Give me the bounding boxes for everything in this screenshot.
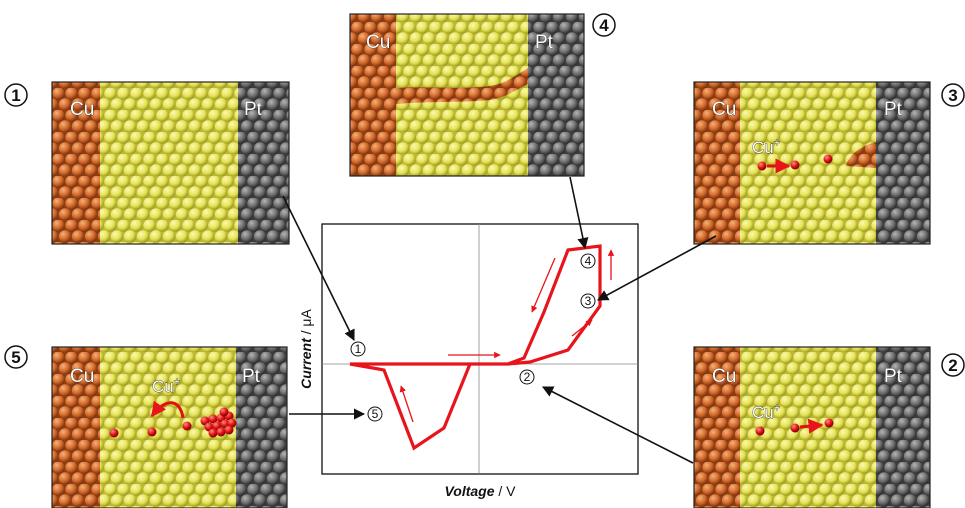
marker-1-text: 1 [355, 342, 362, 356]
cu-ion [790, 423, 800, 433]
marker-3-text: 3 [585, 294, 592, 308]
iv-plot: 1 2 3 4 5 Voltage / V Current / μA [298, 223, 639, 499]
cu-ion-label: Cu+ [152, 376, 180, 396]
platinum-electrode [528, 14, 584, 176]
panel-frame [693, 81, 931, 245]
cu-ion [790, 160, 800, 170]
cu-ion [823, 154, 833, 164]
marker-5-text: 5 [372, 407, 379, 421]
cu-ion-label: Cu+ [752, 402, 780, 422]
marker-2: 2 [519, 369, 535, 385]
connector-arrows [282, 176, 717, 464]
copper-electrode [694, 347, 740, 508]
cu-label: Cu [70, 366, 94, 387]
cu-ion [757, 161, 767, 171]
hysteresis-curve [349, 244, 602, 451]
badge-1: 1 [4, 83, 28, 107]
arrow-panel3-to-plot [597, 235, 717, 301]
panel-frame [51, 81, 290, 245]
badge-5-text: 5 [11, 348, 20, 367]
panel-4: Cu Pt [349, 13, 585, 177]
pt-label: Pt [244, 99, 263, 120]
cu-label: Cu [712, 99, 736, 120]
arrow-panel2-to-plot [542, 386, 694, 464]
pt-label: Pt [242, 366, 261, 387]
cu-ion [109, 428, 119, 438]
badge-3-text: 3 [948, 86, 957, 105]
pt-label: Pt [884, 366, 903, 387]
direction-arrow [399, 385, 414, 423]
cu-ion [755, 426, 765, 436]
badge-1-text: 1 [11, 86, 20, 105]
cu-ion [147, 427, 157, 437]
badge-3: 3 [941, 83, 965, 107]
arrow-panel4-to-plot [569, 176, 589, 250]
platinum-electrode [876, 347, 930, 508]
panel-2: Cu+ Cu Pt [693, 346, 931, 508]
platinum-electrode [236, 347, 287, 508]
marker-4: 4 [580, 253, 596, 269]
panel-frame [349, 13, 585, 177]
ion-drift-arrow [799, 418, 824, 434]
platinum-electrode [238, 82, 289, 244]
panel-5: Cu+ Cu Pt [51, 346, 288, 508]
arrow-panel1-to-plot [282, 195, 355, 342]
cu-ion-label: Cu+ [752, 137, 780, 157]
dissolving-cu-cluster [200, 407, 237, 438]
copper-electrode [350, 14, 396, 176]
direction-arrow [571, 319, 593, 337]
y-axis-title: Current / μA [298, 309, 314, 389]
badge-4: 4 [592, 13, 616, 37]
panel-frame [51, 346, 288, 508]
marker-1: 1 [350, 341, 366, 357]
electrolyte-region [100, 82, 238, 244]
cu-label: Cu [712, 366, 736, 387]
cu-ion [824, 418, 834, 428]
copper-electrode [52, 347, 100, 508]
panel-frame [693, 346, 931, 508]
panel-3: Cu+ Cu Pt [693, 81, 931, 245]
cu-ion [182, 421, 192, 431]
platinum-electrode [876, 82, 930, 244]
badge-2: 2 [941, 353, 965, 377]
marker-3: 3 [580, 293, 596, 309]
ion-return-arrow [150, 400, 185, 419]
pt-label: Pt [884, 99, 903, 120]
x-axis-title: Voltage / V [444, 483, 516, 499]
copper-filament [846, 142, 876, 168]
marker-2-text: 2 [524, 370, 531, 384]
badge-5: 5 [4, 345, 28, 369]
cu-label: Cu [70, 99, 94, 120]
marker-4-text: 4 [585, 254, 592, 268]
copper-electrode [52, 82, 100, 244]
cu-label: Cu [366, 32, 390, 53]
badge-2-text: 2 [948, 356, 957, 375]
pt-label: Pt [535, 32, 554, 53]
badge-4-text: 4 [599, 16, 609, 35]
copper-filament [396, 68, 528, 104]
marker-5: 5 [367, 406, 383, 422]
panel-1: Cu Pt [51, 81, 290, 245]
direction-arrow [531, 257, 556, 313]
copper-electrode [694, 82, 740, 244]
